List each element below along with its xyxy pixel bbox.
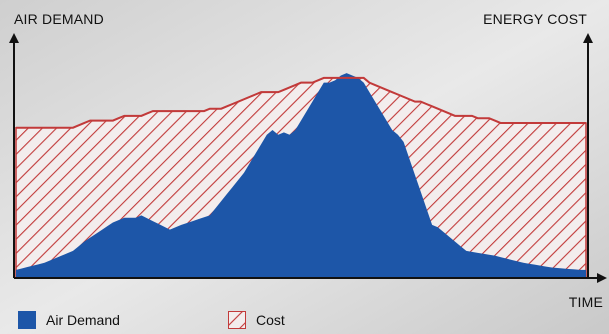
x-axis-label: TIME: [568, 294, 603, 310]
y-axis-label-right: ENERGY COST: [483, 11, 587, 27]
y-axis-label-left: AIR DEMAND: [14, 11, 104, 27]
legend-label-air-demand: Air Demand: [46, 312, 120, 328]
legend-entry-air-demand: Air Demand: [18, 311, 120, 329]
series-air-demand-area: [16, 73, 586, 278]
series-cost-line: [16, 76, 586, 129]
legend-label-cost: Cost: [256, 312, 285, 328]
legend-entry-cost: Cost: [228, 311, 285, 329]
legend-swatch-cost: [228, 311, 246, 329]
legend-swatch-air-demand: [18, 311, 36, 329]
